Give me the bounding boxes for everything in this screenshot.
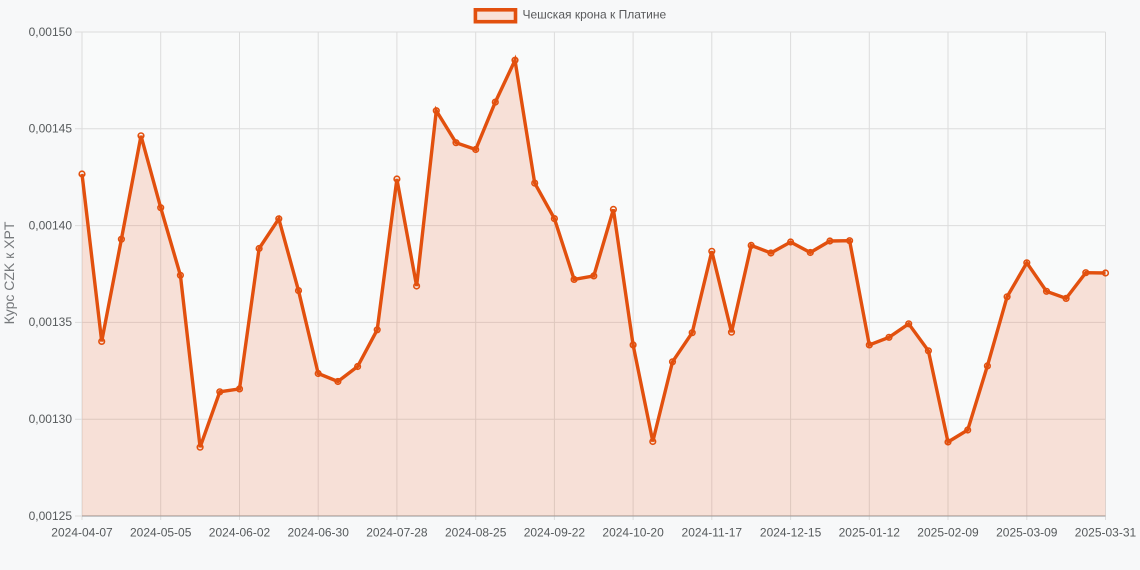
svg-text:0,00135: 0,00135 [29, 315, 73, 329]
svg-text:0,00145: 0,00145 [29, 122, 73, 136]
svg-text:2025-02-09: 2025-02-09 [917, 526, 979, 540]
svg-text:2024-05-05: 2024-05-05 [130, 526, 192, 540]
svg-text:2024-10-20: 2024-10-20 [602, 526, 664, 540]
svg-text:0,00140: 0,00140 [29, 218, 73, 232]
svg-text:2025-03-31: 2025-03-31 [1075, 526, 1137, 540]
svg-text:2024-06-02: 2024-06-02 [209, 526, 271, 540]
svg-text:2024-11-17: 2024-11-17 [682, 526, 743, 540]
svg-text:2025-03-09: 2025-03-09 [996, 526, 1058, 540]
svg-text:2024-09-22: 2024-09-22 [524, 526, 586, 540]
svg-text:2025-01-12: 2025-01-12 [839, 526, 901, 540]
svg-text:2024-06-30: 2024-06-30 [288, 526, 350, 540]
svg-text:2024-08-25: 2024-08-25 [445, 526, 507, 540]
svg-text:Курс CZK к XPT: Курс CZK к XPT [1, 221, 17, 324]
svg-text:2024-12-15: 2024-12-15 [760, 526, 822, 540]
svg-text:0,00125: 0,00125 [29, 509, 73, 523]
svg-text:2024-04-07: 2024-04-07 [51, 526, 113, 540]
svg-text:0,00130: 0,00130 [29, 412, 73, 426]
svg-text:0,00150: 0,00150 [29, 25, 73, 39]
svg-text:Чешская крона к Платине: Чешская крона к Платине [523, 8, 667, 22]
svg-text:2024-07-28: 2024-07-28 [366, 526, 428, 540]
